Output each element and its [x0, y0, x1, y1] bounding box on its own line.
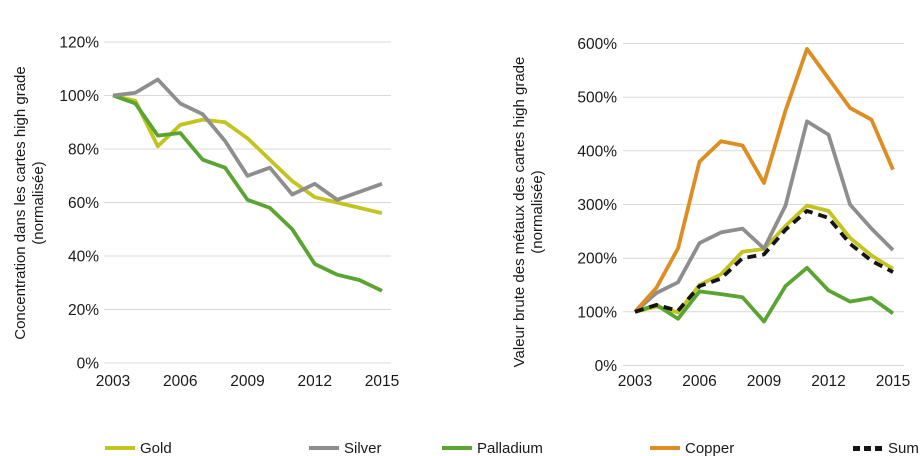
series-line-sum: [634, 208, 894, 314]
sum-dashed-line-swatch-icon: [853, 445, 883, 451]
series-line-gold: [112, 93, 383, 216]
palladium-line-swatch-icon: [442, 446, 472, 450]
legend-label: Gold: [140, 439, 172, 456]
series-line-palladium: [112, 93, 383, 293]
legend-item-silver: Silver: [309, 439, 382, 456]
y-tick-label: 80%: [68, 142, 99, 159]
y-tick-label: 500%: [577, 90, 617, 107]
series-line-silver: [112, 77, 383, 202]
y-tick-label: 60%: [68, 195, 99, 212]
y-tick-label: 100%: [577, 304, 617, 321]
series-line-palladium: [634, 265, 895, 324]
y-tick-label: 400%: [577, 143, 617, 160]
x-tick-label: 2009: [230, 373, 264, 390]
x-tick-label: 2009: [747, 373, 781, 390]
x-tick-label: 2012: [298, 373, 332, 390]
y-axis-title-line1: Valeur brute des métaux des cartes high …: [511, 56, 528, 368]
left-chart-y-axis-title: Concentration dans les cartes high grade…: [12, 23, 48, 383]
x-tick-label: 2006: [163, 373, 197, 390]
y-axis-title-line1: Concentration dans les cartes high grade: [12, 66, 29, 340]
legend-label: Sum: [888, 439, 919, 456]
legend-item-sum: Sum: [853, 439, 919, 456]
x-tick-label: 2003: [96, 373, 130, 390]
y-tick-label: 200%: [577, 251, 617, 268]
series-line-silver: [633, 119, 895, 314]
x-tick-label: 2015: [365, 373, 399, 390]
right-chart-y-axis-title: Valeur brute des métaux des cartes high …: [511, 12, 547, 412]
copper-line-swatch-icon: [650, 446, 680, 450]
y-tick-label: 300%: [577, 197, 617, 214]
y-tick-label: 40%: [68, 249, 99, 266]
legend-label: Copper: [685, 439, 735, 456]
y-axis-title-line2: (normalisée): [30, 161, 47, 245]
y-tick-label: 0%: [77, 356, 100, 373]
y-axis-title-line2: (normalisée): [529, 170, 546, 254]
gold-line-swatch-icon: [105, 446, 135, 450]
legend-item-palladium: Palladium: [442, 439, 543, 456]
y-tick-label: 100%: [59, 88, 99, 105]
y-tick-label: 20%: [68, 302, 99, 319]
legend-label: Palladium: [477, 439, 543, 456]
y-tick-label: 0%: [595, 358, 618, 375]
x-tick-label: 2006: [682, 373, 716, 390]
y-tick-label: 120%: [59, 35, 99, 52]
x-tick-label: 2012: [811, 373, 845, 390]
legend-item-gold: Gold: [105, 439, 172, 456]
legend-label: Silver: [344, 439, 382, 456]
series-line-copper: [633, 47, 895, 314]
x-tick-label: 2003: [618, 373, 652, 390]
x-tick-label: 2015: [876, 373, 910, 390]
legend-item-copper: Copper: [650, 439, 734, 456]
y-tick-label: 600%: [577, 36, 617, 53]
silver-line-swatch-icon: [309, 446, 339, 450]
